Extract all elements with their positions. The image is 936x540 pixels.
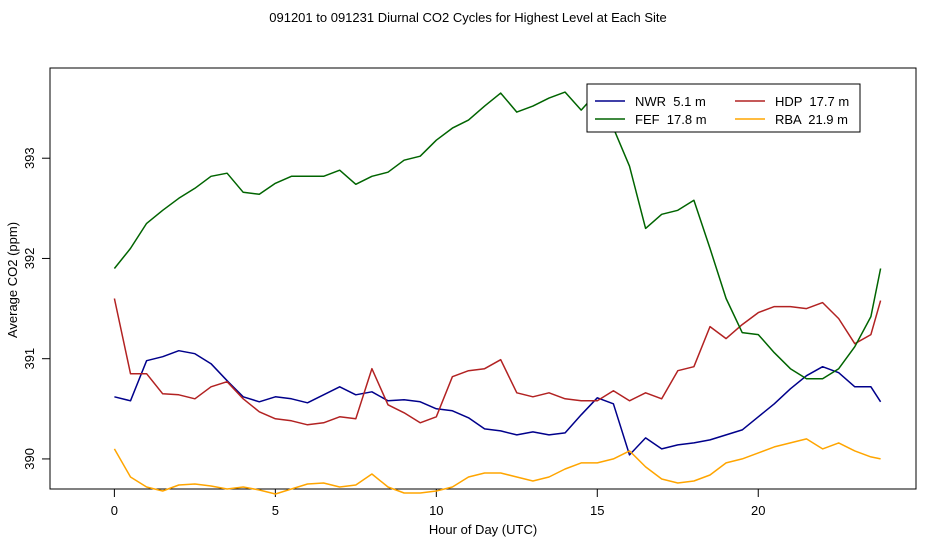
- y-tick-label: 391: [22, 348, 37, 370]
- legend-label: HDP 17.7 m: [775, 94, 849, 109]
- x-axis-label: Hour of Day (UTC): [429, 522, 537, 537]
- x-tick-label: 5: [272, 503, 279, 518]
- x-tick-label: 20: [751, 503, 765, 518]
- legend-label: RBA 21.9 m: [775, 112, 848, 127]
- x-tick-label: 10: [429, 503, 443, 518]
- legend-label: NWR 5.1 m: [635, 94, 706, 109]
- legend: NWR 5.1 m HDP 17.7 m FEF 17.8 m RBA 21.9 m: [586, 83, 861, 133]
- x-tick-label: 0: [111, 503, 118, 518]
- legend-box: [586, 83, 861, 133]
- chart-title: 091201 to 091231 Diurnal CO2 Cycles for …: [269, 10, 666, 25]
- series-line-0: [114, 349, 882, 456]
- y-axis: 390 391 392 393: [22, 147, 51, 470]
- y-axis-label: Average CO2 (ppm): [5, 222, 20, 338]
- series-line-2: [113, 91, 882, 380]
- series-line-3: [113, 438, 881, 495]
- series-layer: [113, 91, 882, 495]
- x-tick-label: 15: [590, 503, 604, 518]
- legend-label: FEF 17.8 m: [635, 112, 707, 127]
- series-line-1: [113, 298, 882, 426]
- x-axis: 0 5 10 15 20: [111, 488, 765, 518]
- y-tick-label: 390: [22, 448, 37, 470]
- y-tick-label: 392: [22, 248, 37, 270]
- y-tick-label: 393: [22, 147, 37, 169]
